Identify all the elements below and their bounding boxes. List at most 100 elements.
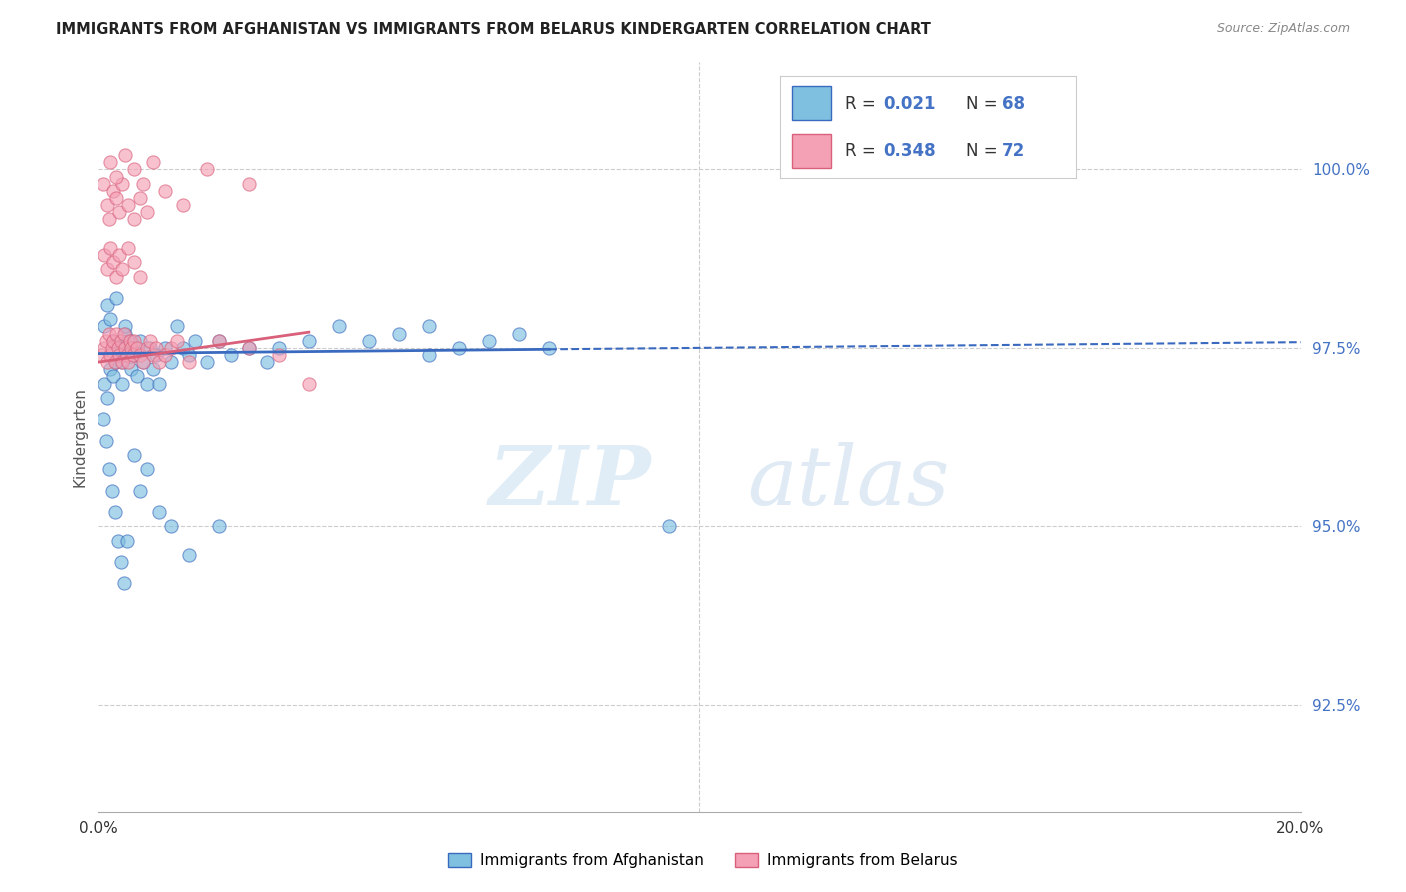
Point <box>96 355 118 369</box>
Point <box>111 355 134 369</box>
Legend: Immigrants from Afghanistan, Immigrants from Belarus: Immigrants from Afghanistan, Immigrants … <box>443 847 963 874</box>
Point <box>111 355 134 369</box>
Point <box>117 241 139 255</box>
Point <box>172 341 194 355</box>
Point <box>132 355 155 369</box>
Point <box>110 334 132 348</box>
Point <box>267 341 290 355</box>
Point <box>100 348 122 362</box>
Text: Source: ZipAtlas.com: Source: ZipAtlas.com <box>1216 22 1350 36</box>
Point <box>138 334 160 348</box>
Point <box>177 548 200 562</box>
Point <box>114 319 136 334</box>
Point <box>107 341 129 355</box>
Point <box>148 376 170 391</box>
Point <box>103 184 125 198</box>
Point <box>135 341 157 355</box>
Point <box>418 348 440 362</box>
Point <box>129 348 152 362</box>
Point <box>124 334 146 348</box>
Point <box>98 212 121 227</box>
Text: IMMIGRANTS FROM AFGHANISTAN VS IMMIGRANTS FROM BELARUS KINDERGARTEN CORRELATION : IMMIGRANTS FROM AFGHANISTAN VS IMMIGRANT… <box>56 22 931 37</box>
Point <box>148 505 170 519</box>
Point <box>105 355 128 369</box>
Point <box>108 341 131 355</box>
Point <box>114 326 136 341</box>
FancyBboxPatch shape <box>792 87 831 120</box>
Point <box>105 191 128 205</box>
Point <box>328 319 350 334</box>
Point <box>108 248 131 262</box>
Point <box>93 341 115 355</box>
Point <box>132 355 155 369</box>
Point <box>447 341 470 355</box>
Point <box>153 184 176 198</box>
Point <box>166 334 188 348</box>
Point <box>100 312 122 326</box>
Point <box>117 348 139 362</box>
Point <box>122 348 145 362</box>
Point <box>98 326 121 341</box>
Point <box>298 376 321 391</box>
Point <box>208 519 231 533</box>
Point <box>219 348 242 362</box>
Point <box>91 412 114 426</box>
Point <box>129 334 152 348</box>
Point <box>129 483 152 498</box>
Point <box>96 262 118 277</box>
Point <box>93 319 115 334</box>
Point <box>135 376 157 391</box>
Point <box>183 334 205 348</box>
Point <box>117 198 139 212</box>
Point <box>195 355 218 369</box>
Point <box>91 177 114 191</box>
Point <box>105 291 128 305</box>
Text: N =: N = <box>966 95 1004 112</box>
Point <box>112 576 135 591</box>
Point <box>159 341 181 355</box>
Point <box>159 355 181 369</box>
Point <box>238 177 260 191</box>
Point <box>96 391 118 405</box>
Point <box>105 269 128 284</box>
Point <box>111 177 134 191</box>
Text: ZIP: ZIP <box>489 442 651 522</box>
Point <box>658 519 681 533</box>
Point <box>132 177 155 191</box>
Point <box>103 369 125 384</box>
Point <box>153 341 176 355</box>
Point <box>177 355 200 369</box>
Point <box>93 248 115 262</box>
Point <box>118 334 141 348</box>
Point <box>124 348 146 362</box>
Point <box>96 198 118 212</box>
Point <box>959 162 981 177</box>
Point <box>108 205 131 219</box>
Point <box>110 555 132 569</box>
Point <box>177 348 200 362</box>
Point <box>124 162 146 177</box>
Point <box>98 462 121 476</box>
Text: 68: 68 <box>1001 95 1025 112</box>
Point <box>172 198 194 212</box>
Point <box>195 162 218 177</box>
Point <box>117 334 139 348</box>
Point <box>96 298 118 312</box>
Point <box>208 334 231 348</box>
Point <box>166 319 188 334</box>
Point <box>114 148 136 162</box>
Point <box>145 348 167 362</box>
Point <box>112 326 135 341</box>
Point <box>103 334 125 348</box>
Point <box>124 255 146 269</box>
Point <box>159 519 181 533</box>
Point <box>129 269 152 284</box>
Point <box>100 362 122 376</box>
Point <box>127 369 149 384</box>
Point <box>103 334 125 348</box>
Point <box>538 341 561 355</box>
Point <box>107 533 129 548</box>
Point <box>117 355 139 369</box>
Point <box>129 191 152 205</box>
Point <box>100 241 122 255</box>
